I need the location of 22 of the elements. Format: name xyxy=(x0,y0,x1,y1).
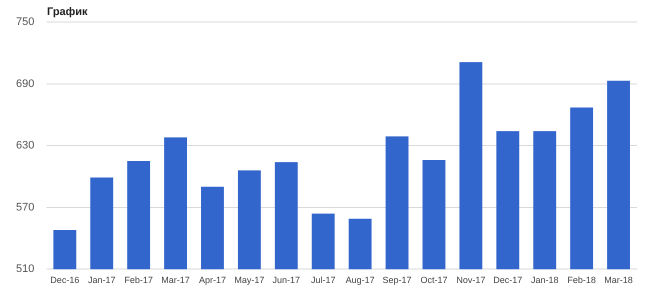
x-tick-label: Sep-17 xyxy=(382,275,412,286)
chart-title: График xyxy=(47,6,88,18)
x-tick-label: Feb-18 xyxy=(567,275,596,286)
x-tick-label: Mar-18 xyxy=(604,275,633,286)
x-tick-label: Mar-17 xyxy=(161,275,190,286)
x-tick-label: Nov-17 xyxy=(456,275,486,286)
x-tick-label: Oct-17 xyxy=(420,275,448,286)
x-tick-label: Jan-18 xyxy=(530,275,558,286)
x-tick-label: May-17 xyxy=(234,275,264,286)
y-tick-label: 510 xyxy=(16,263,34,276)
y-tick-label: 690 xyxy=(16,78,34,90)
x-tick-label: Feb-17 xyxy=(124,275,153,286)
y-tick-label: 570 xyxy=(16,201,34,214)
y-tick-label: 630 xyxy=(16,140,34,152)
x-tick-label: Jul-17 xyxy=(310,275,336,286)
y-tick-label: 750 xyxy=(16,16,34,28)
x-tick-label: Apr-17 xyxy=(198,275,226,286)
x-tick-label: Aug-17 xyxy=(346,275,375,286)
x-tick-label: Jun-17 xyxy=(272,275,300,286)
x-tick-label: Jan-17 xyxy=(88,275,116,286)
x-tick-label: Dec-17 xyxy=(493,275,522,286)
x-tick-label: Dec-16 xyxy=(50,275,80,286)
